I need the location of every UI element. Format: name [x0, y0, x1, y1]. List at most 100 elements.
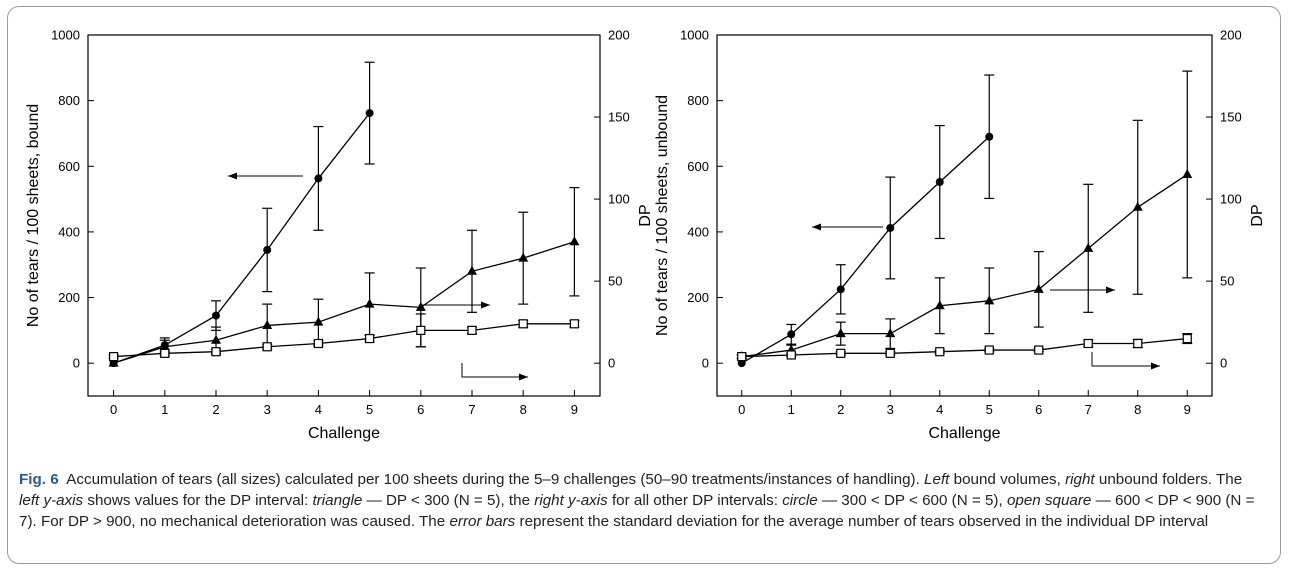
data-point-open-square	[737, 352, 747, 362]
figure-label: Fig. 6	[19, 471, 59, 488]
caption-emphasis: right	[1065, 471, 1095, 488]
data-point-circle	[886, 223, 895, 232]
data-point-open-square	[262, 342, 272, 352]
x-tick-label: 1	[161, 402, 168, 417]
data-point-triangle	[211, 334, 221, 344]
x-tick-label: 2	[837, 402, 844, 417]
data-point-open-square	[467, 325, 477, 335]
caption-emphasis: left y-axis	[19, 492, 84, 509]
series-circle	[109, 61, 375, 368]
caption-text: for all other DP intervals:	[611, 492, 778, 509]
x-tick-label: 8	[520, 402, 527, 417]
data-point-open-square	[1034, 345, 1044, 355]
caption-text: unbound folders. The	[1098, 471, 1243, 488]
y-left-tick-label: 400	[58, 224, 80, 239]
plot-area-frame	[716, 34, 1213, 397]
x-tick-label: 5	[986, 402, 993, 417]
y-left-tick-label: 1000	[51, 28, 80, 43]
series-triangle	[736, 70, 1193, 361]
series-line	[113, 241, 575, 364]
y-left-tick-label: 800	[687, 93, 709, 108]
arrow-head	[481, 301, 490, 309]
arrow-head	[1106, 286, 1115, 294]
figure-frame	[7, 6, 1281, 564]
y-left-tick-label: 0	[702, 356, 709, 371]
data-point-triangle	[885, 328, 896, 338]
data-point-triangle	[262, 319, 273, 329]
y-left-tick-label: 400	[687, 224, 709, 239]
data-point-triangle	[159, 341, 170, 351]
data-point-open-square	[786, 350, 796, 360]
x-axis-label: Challenge	[928, 425, 1000, 442]
y-left-tick-label: 800	[58, 93, 80, 108]
data-point-circle	[365, 109, 374, 118]
y-right-axis-label: DP	[1249, 204, 1266, 226]
series-circle	[737, 74, 995, 368]
data-point-circle	[836, 285, 845, 294]
arrow-head	[228, 172, 237, 180]
data-point-open-square	[211, 347, 221, 357]
x-tick-label: 7	[1085, 402, 1092, 417]
x-axis-label: Challenge	[308, 425, 380, 442]
data-point-open-square	[108, 352, 119, 362]
data-point-open-square	[365, 333, 375, 344]
data-point-open-square	[518, 319, 528, 329]
y-left-tick-label: 600	[58, 159, 80, 174]
data-point-open-square	[1133, 338, 1143, 349]
y-right-tick-label: 0	[608, 356, 615, 371]
axis-indicator-arrow	[461, 363, 528, 381]
y-right-tick-label: 50	[1220, 274, 1234, 289]
y-left-tick-label: 0	[73, 356, 80, 371]
data-point-triangle	[1182, 168, 1193, 178]
y-left-tick-label: 1000	[680, 28, 709, 43]
data-point-triangle	[108, 357, 119, 367]
caption-emphasis: circle	[782, 492, 818, 509]
series-line	[741, 173, 1188, 358]
data-point-open-square	[885, 348, 895, 358]
data-point-circle	[935, 178, 944, 187]
data-point-triangle	[1132, 201, 1143, 211]
data-point-circle	[263, 245, 272, 254]
y-left-tick-label: 200	[58, 290, 80, 305]
data-point-triangle	[835, 328, 846, 338]
x-tick-label: 6	[417, 402, 424, 417]
caption-emphasis: open square	[1006, 492, 1092, 509]
x-tick-label: 6	[1035, 402, 1042, 417]
x-tick-label: 3	[264, 402, 271, 417]
plot-area-frame	[87, 34, 601, 397]
arrow-head	[519, 373, 528, 381]
y-right-tick-label: 50	[608, 274, 622, 289]
data-point-triangle	[569, 236, 580, 246]
x-tick-label: 4	[315, 402, 322, 417]
data-point-triangle	[1083, 242, 1094, 252]
data-point-open-square	[836, 348, 846, 358]
right-panel-chart: 0 1 2 3 4 5 6 7 8 9 0 200 400 600 800 1000 0 50 100 150 200 C…	[654, 28, 1266, 443]
x-tick-label: 2	[212, 402, 219, 417]
caption-emphasis: right y-axis	[534, 492, 608, 509]
series-line	[741, 136, 990, 364]
axis-indicator-arrow	[228, 172, 303, 180]
x-tick-label: 1	[788, 402, 795, 417]
x-tick-label: 9	[1184, 402, 1191, 417]
arrow-shaft	[1091, 352, 1160, 367]
data-point-open-square	[313, 338, 323, 349]
data-point-circle	[985, 132, 994, 141]
y-right-tick-label: 0	[1220, 356, 1227, 371]
data-point-triangle	[1033, 283, 1044, 293]
figure-canvas: 0 1 2 3 4 5 6 7 8 902004006008001000050100150200C…	[25, 28, 1266, 443]
x-tick-label: 5	[366, 402, 373, 417]
axis-indicator-arrow	[1050, 286, 1115, 294]
data-point-open-square	[1182, 333, 1192, 344]
caption-text: bound volumes,	[953, 471, 1061, 488]
caption-emphasis: triangle	[312, 492, 363, 509]
data-point-triangle	[934, 300, 945, 310]
x-tick-label: 0	[110, 402, 117, 417]
data-point-open-square	[416, 325, 426, 335]
x-tick-label: 3	[887, 402, 894, 417]
data-point-triangle	[467, 265, 477, 275]
left-panel-chart: 0 1 2 3 4 5 6 7 8 9 0 200 400 600 800 1000 0 50 100 150 200 C…	[25, 28, 654, 443]
series-open-square	[736, 333, 1193, 362]
x-tick-label: 8	[1134, 402, 1141, 417]
y-right-tick-label: 150	[1220, 110, 1242, 125]
y-left-axis-label: No of tears / 100 sheets, unbound	[654, 95, 671, 336]
